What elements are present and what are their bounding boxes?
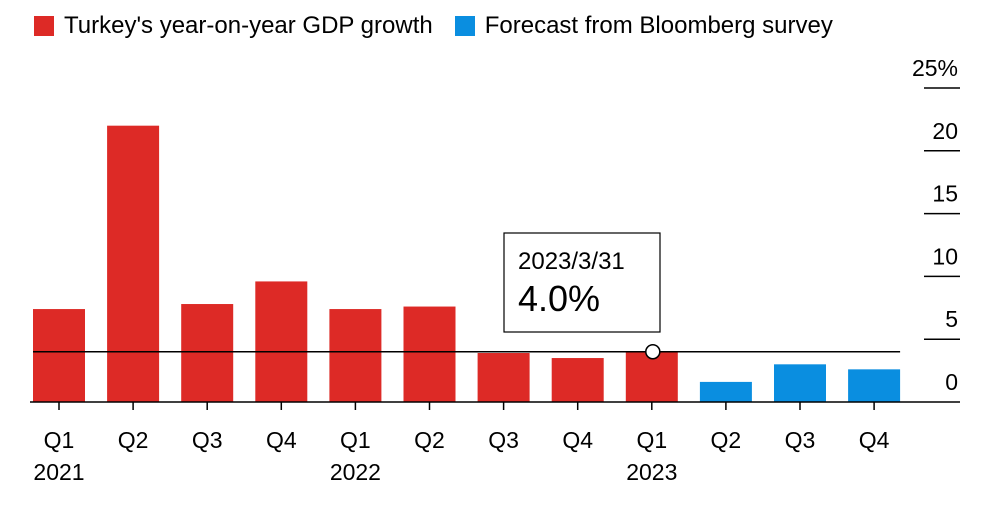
x-tick-label: Q2 xyxy=(414,427,445,453)
legend-swatch-actual xyxy=(34,16,54,36)
bars xyxy=(33,125,901,403)
bar-forecast[interactable] xyxy=(774,364,826,402)
tooltip-box xyxy=(503,232,661,333)
highlight-point[interactable] xyxy=(645,344,661,360)
x-tick-label: Q1 xyxy=(636,427,667,453)
y-tick-label: 25% xyxy=(912,55,958,81)
bar-actual[interactable] xyxy=(33,309,85,402)
x-year-label: 2021 xyxy=(33,459,84,485)
x-tick-label: Q1 xyxy=(44,427,75,453)
y-tick-label: 15 xyxy=(932,181,958,207)
x-tick-label: Q2 xyxy=(711,427,742,453)
y-tick-label: 0 xyxy=(945,369,958,395)
legend-label-forecast: Forecast from Bloomberg survey xyxy=(484,12,833,39)
y-tick-label: 20 xyxy=(932,118,958,144)
legend-item-actual[interactable]: Turkey's year-on-year GDP growth xyxy=(34,12,433,40)
legend-item-forecast[interactable]: Forecast from Bloomberg survey xyxy=(454,12,833,40)
bar-actual[interactable] xyxy=(181,304,234,402)
y-tick-label: 5 xyxy=(945,306,958,332)
x-tick-label: Q2 xyxy=(118,427,149,453)
tooltip-date: 2023/3/31 xyxy=(518,248,625,275)
x-tick-label: Q4 xyxy=(266,427,297,453)
x-tick-label: Q1 xyxy=(340,427,371,453)
bar-forecast[interactable] xyxy=(848,369,901,402)
legend: Turkey's year-on-year GDP growth Forecas… xyxy=(34,12,855,40)
x-tick-label: Q3 xyxy=(488,427,519,453)
x-tick-label: Q4 xyxy=(562,427,593,453)
x-year-label: 2023 xyxy=(626,459,677,485)
bar-forecast[interactable] xyxy=(699,381,752,402)
bar-actual[interactable] xyxy=(255,281,308,402)
y-tick-label: 10 xyxy=(932,243,958,269)
bar-actual[interactable] xyxy=(329,309,382,402)
x-tick-label: Q4 xyxy=(859,427,890,453)
tooltip: 2023/3/31 4.0% xyxy=(503,232,661,333)
y-axis: 0 5 10 15 20 25% xyxy=(912,55,960,395)
bar-actual[interactable] xyxy=(107,125,160,403)
bar-actual[interactable] xyxy=(477,353,530,402)
tooltip-value: 4.0% xyxy=(518,278,600,319)
x-axis: Q1 Q2 Q3 Q4 Q1 Q2 Q3 Q4 Q1 Q2 Q3 Q4 2021 2022 2023 xyxy=(33,402,890,485)
legend-label-actual: Turkey's year-on-year GDP growth xyxy=(64,12,433,39)
x-tick-label: Q3 xyxy=(785,427,816,453)
legend-swatch-forecast xyxy=(454,16,475,36)
bar-actual[interactable] xyxy=(551,358,604,402)
x-tick-label: Q3 xyxy=(192,427,223,453)
x-year-label: 2022 xyxy=(330,459,381,485)
bar-actual[interactable] xyxy=(403,306,456,402)
bar-actual[interactable] xyxy=(625,351,678,402)
